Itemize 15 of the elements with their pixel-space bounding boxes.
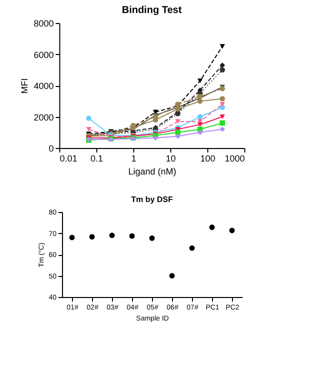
y-tick-label: 0 [48,144,54,154]
chart-title: Binding Test [122,5,182,16]
x-tick-label: 10 [166,154,176,164]
x-tick-label: 1 [131,154,136,164]
x-tick-label: 0.01 [60,154,78,164]
chart-title: Tm by DSF [131,195,174,204]
y-tick-label: 6000 [34,50,54,60]
y-axis-title: MFI [20,78,30,94]
y-tick-label: 8000 [34,18,54,28]
x-tick-label: 100 [200,154,216,164]
x-axis-title: Ligand (nM) [128,166,176,176]
y-tick-label: 4000 [34,81,54,91]
y-tick-label: 2000 [34,112,54,122]
x-tick-label: 1000 [224,154,245,164]
x-tick-label: 0.1 [90,154,104,164]
